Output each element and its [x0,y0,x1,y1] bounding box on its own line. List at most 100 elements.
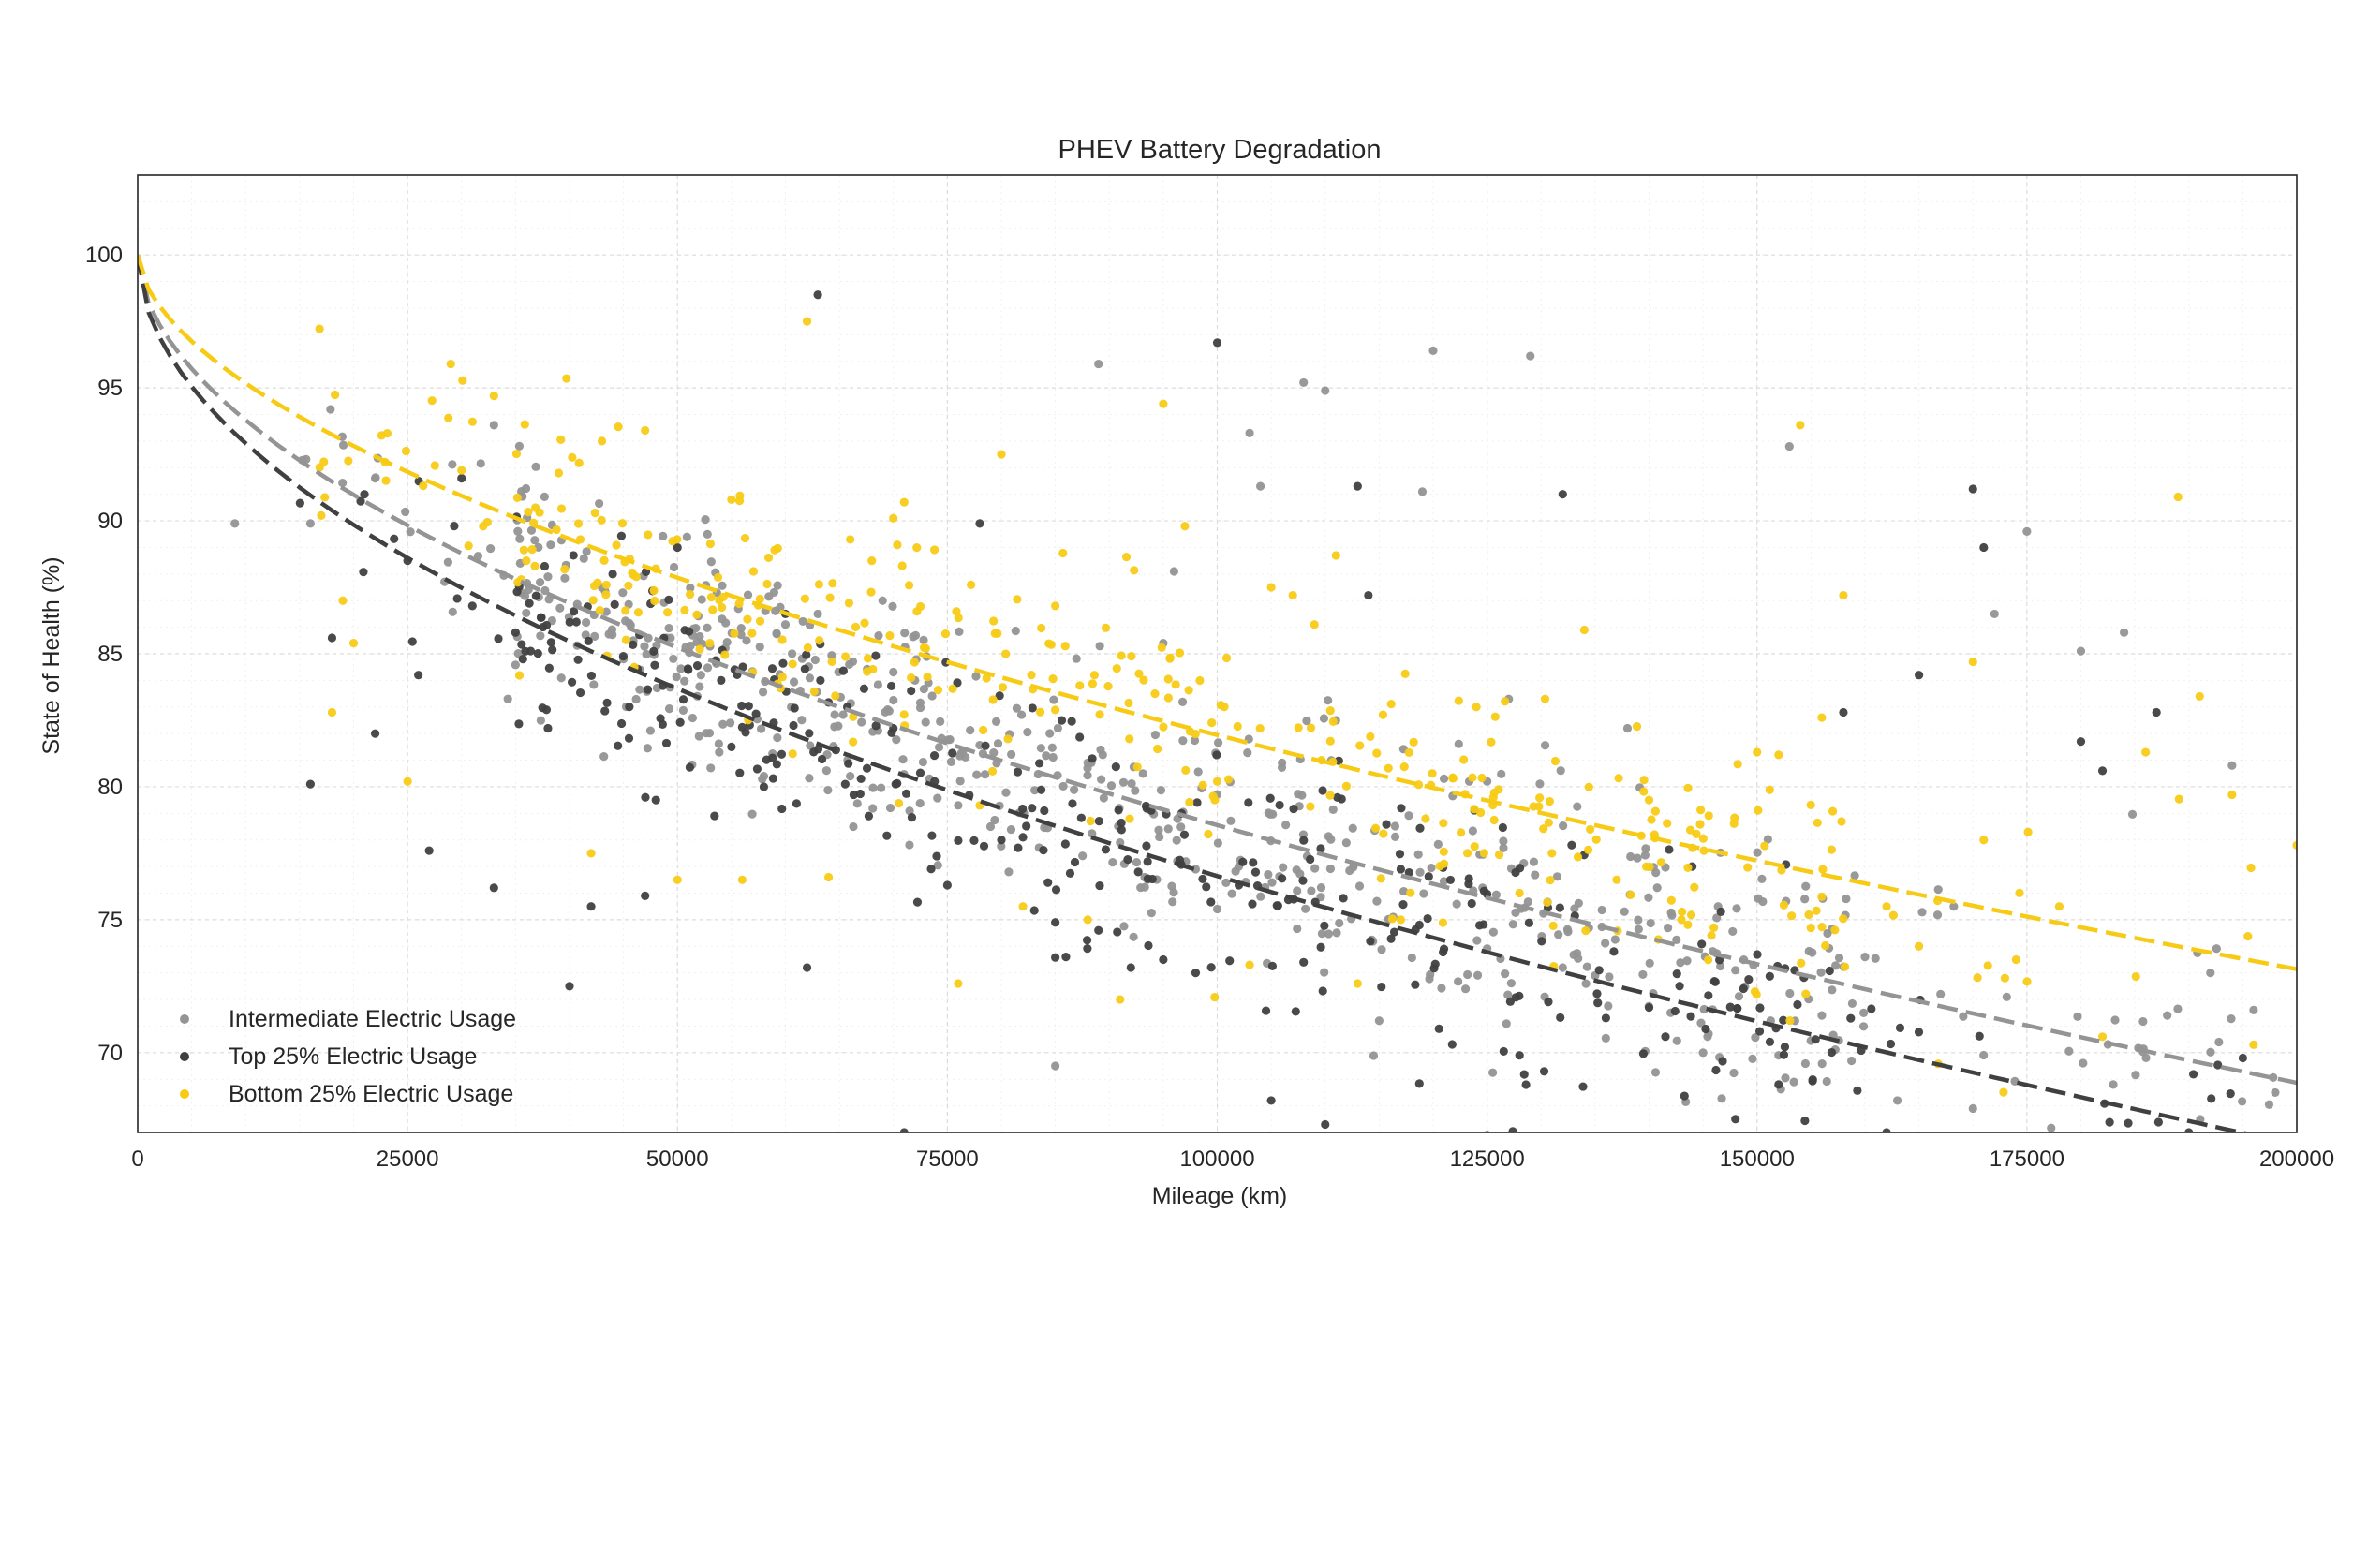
scatter-point [763,553,774,563]
scatter-point [987,766,998,776]
scatter-point [1626,890,1635,899]
scatter-point [666,633,675,643]
scatter-point [1472,970,1483,980]
scatter-point [954,613,963,623]
scatter-point [1975,1031,1984,1041]
scatter-point [568,452,577,462]
scatter-point [1316,882,1326,893]
scatter-point [1547,849,1557,858]
scatter-point [1804,910,1813,920]
scatter-point [1013,767,1023,777]
scatter-point [567,677,577,687]
scatter-point [536,578,545,587]
scatter-point [1725,1002,1735,1012]
scatter-point [1083,915,1092,925]
scatter-point [2246,863,2256,873]
scatter-point [1424,872,1433,881]
scatter-point [1704,991,1713,1000]
scatter-point [1699,846,1709,855]
scatter-point [1842,894,1851,904]
scatter-point [2138,1016,2148,1027]
scatter-point [582,617,591,628]
scatter-point [1125,814,1134,823]
scatter-point [990,815,999,825]
scatter-point [1058,781,1068,791]
scatter-point [1539,824,1548,834]
scatter-point [1154,825,1163,835]
scatter-point [727,742,736,751]
scatter-point [1531,870,1540,880]
x-tick-label: 25000 [377,1146,439,1172]
scatter-point [1406,888,1415,897]
scatter-point [649,585,659,596]
scatter-point [1070,785,1079,794]
trend-line-2 [138,254,2297,971]
scatter-point [696,671,705,680]
scatter-point [714,739,723,748]
scatter-point [1398,900,1408,910]
scatter-point [1979,1050,1989,1060]
scatter-point [1812,906,1821,915]
scatter-point [877,783,886,792]
scatter-point [1216,701,1225,710]
scatter-point [1933,885,1943,895]
scatter-point [1999,1087,2008,1097]
scatter-point [543,572,553,582]
scatter-point [1068,799,1077,808]
scatter-point [1936,989,1946,998]
scatter-point [1581,979,1591,988]
scatter-point [1460,984,1471,994]
scatter-point [586,671,597,681]
scatter-point [1445,875,1456,885]
scatter-point [1213,838,1222,848]
scatter-point [1255,724,1265,733]
scatter-point [921,643,930,653]
scatter-point [1147,874,1157,884]
scatter-point [810,655,820,665]
scatter-point [1472,703,1481,712]
scatter-point [1095,642,1104,651]
scatter-point [1165,653,1175,662]
scatter-point [1779,1050,1789,1059]
scatter-point [919,685,928,694]
scatter-point [1644,893,1653,902]
scatter-point [1245,428,1254,437]
scatter-point [1007,749,1016,760]
scatter-point [642,649,651,659]
scatter-point [846,535,855,544]
scatter-point [424,846,434,855]
scatter-point [1592,989,1602,998]
scatter-point [867,556,877,566]
scatter-point [1108,857,1117,867]
scatter-point [792,799,802,808]
scatter-point [1298,876,1308,885]
scatter-point [1892,1143,1901,1151]
scatter-point [1610,935,1620,944]
scatter-point [688,713,698,723]
scatter-point [1817,923,1827,932]
scatter-point [989,748,999,758]
scatter-point [830,710,839,719]
scatter-point [2153,1117,2163,1127]
scatter-point [1060,839,1070,849]
scatter-point [1178,736,1188,746]
scatter-point [1267,878,1277,887]
scatter-point [886,681,896,691]
scatter-point [936,717,945,726]
scatter-point [1118,777,1129,787]
scatter-point [948,748,957,758]
scatter-point [643,685,653,694]
scatter-point [1117,818,1126,828]
scatter-point [1390,832,1400,841]
scatter-point [1425,974,1434,984]
scatter-point [1353,979,1362,988]
legend-marker-1 [180,1052,189,1061]
scatter-point [2022,526,2032,537]
scatter-point [998,683,1008,692]
scatter-point [692,661,703,671]
scatter-point [1887,1188,1895,1196]
scatter-point [1089,671,1100,680]
scatter-point [703,663,713,673]
scatter-point [1882,1128,1891,1132]
scatter-point [607,625,617,634]
